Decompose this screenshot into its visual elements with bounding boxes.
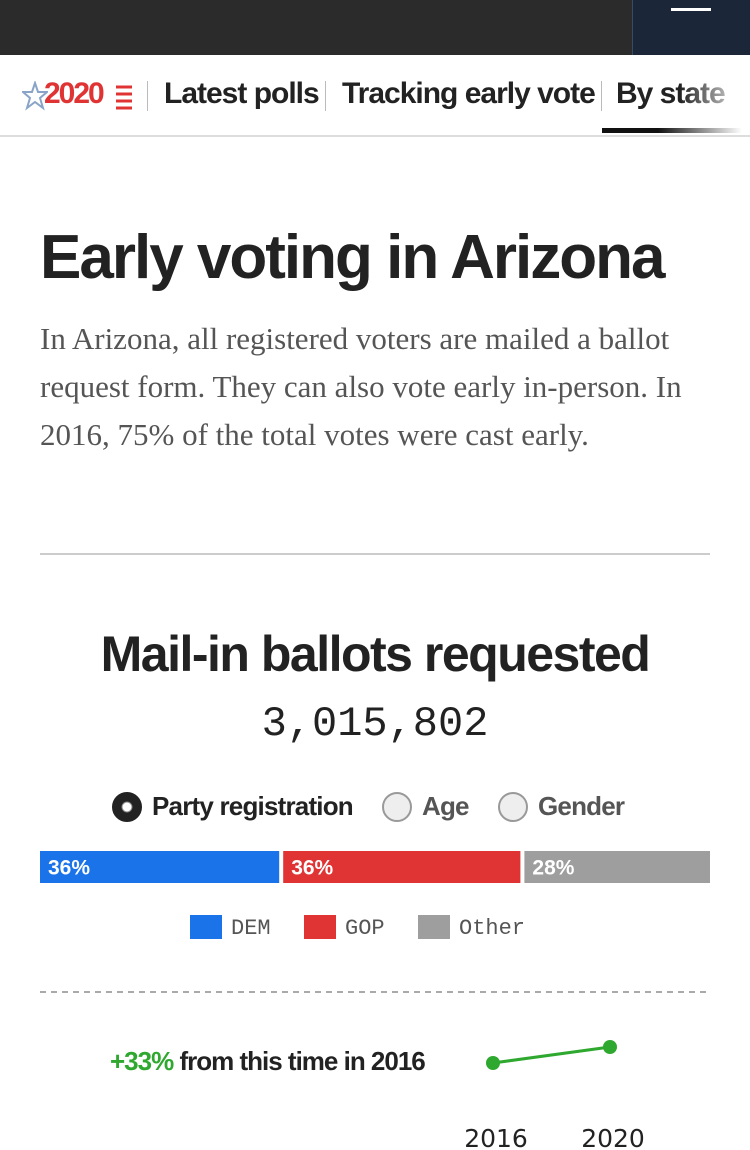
- menu-icon: [671, 8, 711, 11]
- data-label: 28%: [532, 857, 574, 880]
- legend-label: GOP: [345, 916, 385, 941]
- change-label: +33%: [110, 1046, 174, 1076]
- change-text: +33% from this time in 2016: [110, 1046, 425, 1076]
- change-description: from this time in 2016: [173, 1046, 425, 1076]
- x-tick-label: 2016: [464, 1124, 528, 1150]
- bar-segment: [524, 851, 710, 883]
- legend-label: Other: [459, 916, 525, 941]
- nav-item[interactable]: Latest polls: [164, 77, 320, 110]
- x-tick-label: 2020: [581, 1124, 645, 1150]
- sparkline-point: [486, 1056, 500, 1070]
- sparkline: [492, 1045, 611, 1065]
- article-body: In Arizona, all registered voters are ma…: [40, 321, 682, 452]
- fade: [680, 55, 750, 135]
- radio[interactable]: [498, 792, 528, 822]
- legend-label: DEM: [231, 916, 271, 941]
- separator: [147, 81, 148, 111]
- active-underline: [602, 128, 742, 133]
- radio-label[interactable]: Age: [422, 791, 470, 821]
- data-label: 36%: [291, 857, 333, 880]
- bar-segment: [40, 851, 280, 883]
- logo-stripes: [116, 85, 132, 110]
- bar-segment: [283, 851, 521, 883]
- radio[interactable]: [382, 792, 412, 822]
- chart-title: Mail-in ballots requested: [100, 626, 651, 682]
- legend-swatch: [418, 915, 450, 939]
- nav-bar: 2020 Latest polls Tracking early vote By…: [0, 55, 750, 137]
- star-icon: [22, 81, 48, 111]
- legend-swatch: [190, 915, 222, 939]
- radio-label[interactable]: Gender: [538, 791, 626, 821]
- separator: [601, 81, 602, 111]
- radio-dot: [121, 801, 133, 813]
- nav-item[interactable]: Tracking early vote: [342, 77, 596, 110]
- chart-total: 3,015,802: [261, 700, 489, 748]
- data-label: 36%: [48, 857, 90, 880]
- radio-label[interactable]: Party registration: [152, 791, 354, 821]
- divider: [40, 553, 710, 555]
- sparkline-point: [603, 1039, 617, 1054]
- article-title: Early voting in Arizona: [40, 223, 665, 292]
- menu-button[interactable]: [632, 0, 750, 55]
- logo[interactable]: 2020: [44, 77, 105, 110]
- legend-swatch: [304, 915, 336, 939]
- chart: Party registration Age Gender 36% 36% 28% DEM G…: [40, 791, 710, 1150]
- top-bar: [0, 0, 750, 55]
- separator: [325, 81, 326, 111]
